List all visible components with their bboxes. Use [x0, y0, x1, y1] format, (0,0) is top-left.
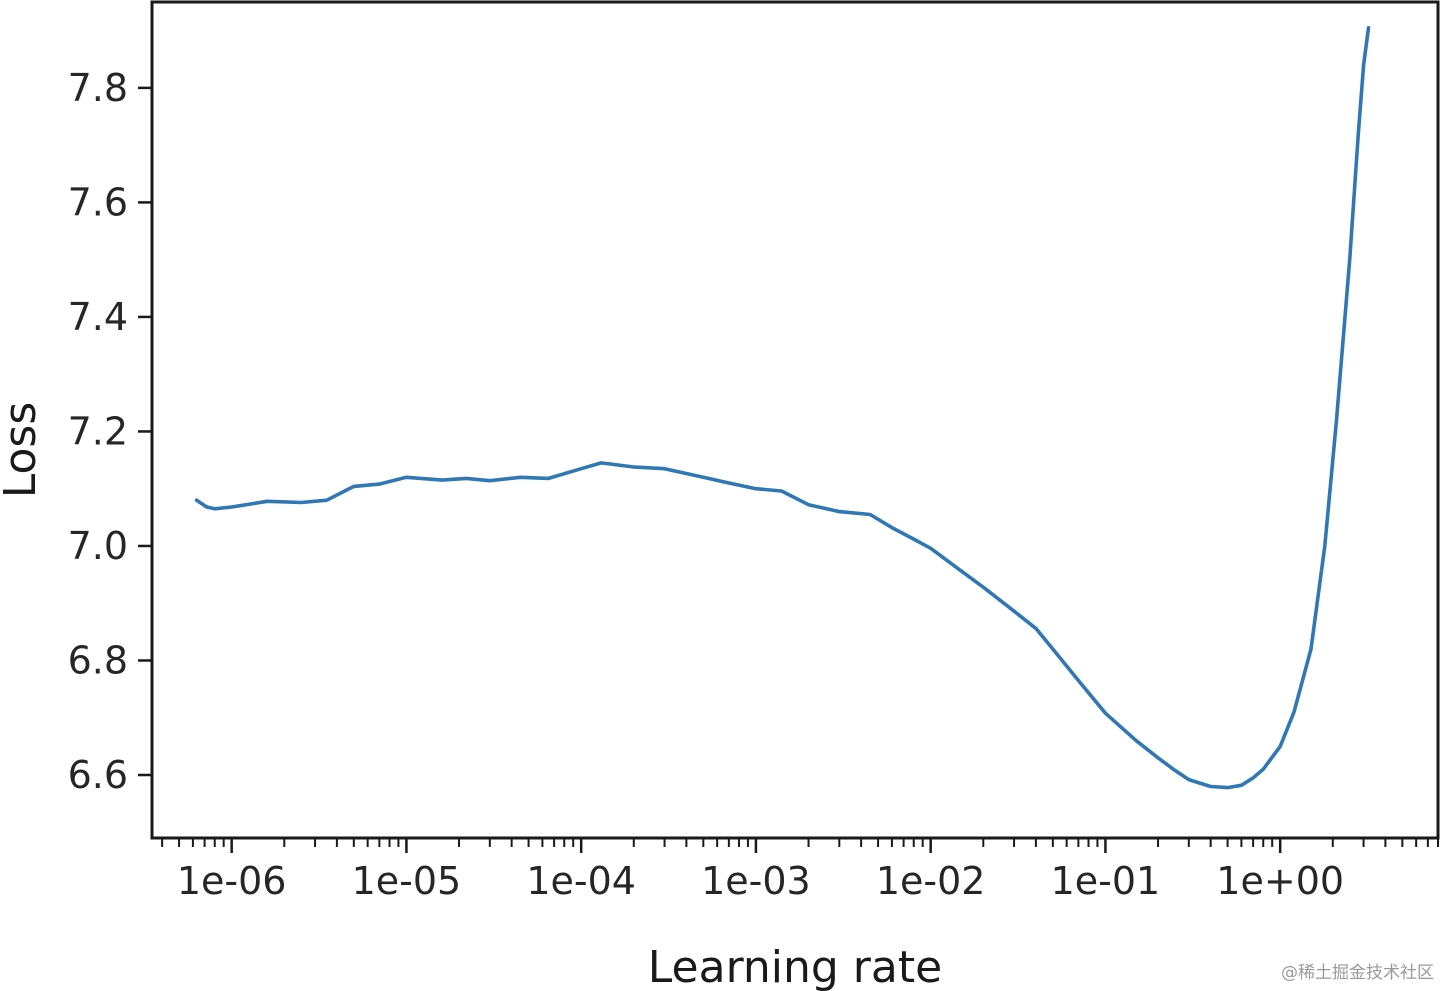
y-tick-label: 7.8 [68, 66, 128, 110]
axis-ticks [138, 86, 1282, 853]
x-tick-label: 1e-06 [177, 859, 287, 903]
plot-frame [150, 0, 1440, 840]
watermark: @稀土掘金技术社区 [1281, 963, 1434, 983]
x-tick-label: 1e+00 [1216, 859, 1344, 903]
y-tick-label: 6.8 [68, 638, 128, 682]
x-tick-label: 1e-04 [526, 859, 636, 903]
x-tick-label: 1e-01 [1051, 859, 1161, 903]
x-tick-label: 1e-02 [876, 859, 986, 903]
y-tick-label: 7.0 [68, 524, 128, 568]
y-tick-label: 7.4 [68, 295, 128, 339]
x-axis-label: Learning rate [648, 942, 942, 991]
y-tick-label: 7.6 [68, 180, 128, 224]
tick-labels: 1e-06 1e-05 1e-04 1e-03 1e-02 1e-01 1e+00 6.6 6.… [68, 66, 1344, 903]
y-axis-label: Loss [0, 402, 46, 499]
y-tick-label: 6.6 [68, 753, 128, 797]
x-tick-label: 1e-05 [352, 859, 462, 903]
x-tick-label: 1e-03 [701, 859, 811, 903]
y-tick-label: 7.2 [68, 409, 128, 453]
loss-series-line [194, 26, 1371, 790]
